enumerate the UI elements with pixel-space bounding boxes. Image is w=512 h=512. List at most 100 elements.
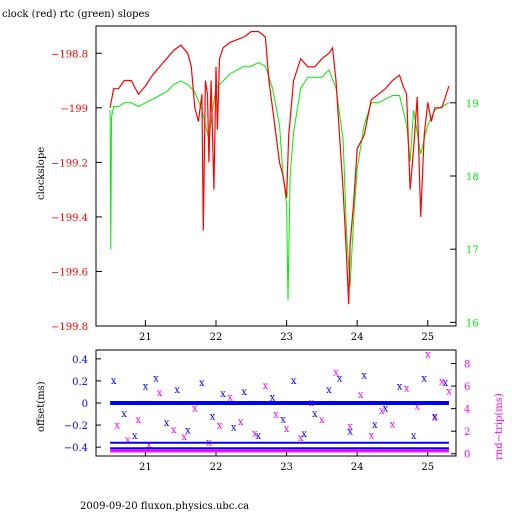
offset-point: x	[291, 376, 297, 387]
offset-point: x	[199, 378, 205, 389]
rndtrip-point: x	[358, 390, 364, 401]
offset-point: x	[241, 387, 247, 398]
x-tick-label: 24	[351, 462, 364, 473]
offset-point: x	[174, 385, 180, 396]
rndtrip-point: x	[298, 433, 304, 444]
rndtrip-point: x	[368, 431, 374, 442]
slopes-plot-frame	[95, 25, 457, 327]
rndtrip-point: x	[390, 419, 396, 430]
offset-point: x	[383, 404, 389, 415]
rndtrip-point: x	[157, 388, 163, 399]
chart-title: clock (red) rtc (green) slopes	[2, 9, 150, 20]
rndtrip-point: x	[125, 435, 131, 446]
x-tick-label: 21	[139, 462, 152, 473]
offset-y-axis-label: offset(ms)	[36, 381, 47, 432]
rndtrip-point: x	[446, 387, 452, 398]
rndtrip-point: x	[114, 421, 120, 432]
y2-tick-label: 2	[464, 427, 470, 438]
y-tick-label: −198.8	[51, 49, 88, 60]
y2-tick-label: 6	[464, 382, 470, 393]
offset-point: x	[143, 381, 149, 392]
y2-tick-label: 8	[464, 360, 470, 371]
x-tick-label: 25	[421, 462, 434, 473]
x-tick-label: 24	[351, 332, 364, 343]
y-tick-label: −199.2	[51, 158, 88, 169]
rndtrip-point: x	[347, 422, 353, 433]
footer-host-date: 2009-09-20 fluxon.physics.ubc.ca	[80, 501, 249, 512]
rndtrip-point: x	[238, 417, 244, 428]
offset-point: x	[411, 431, 417, 442]
rndtrip-point: x	[439, 377, 445, 388]
rndtrip-point: x	[414, 401, 420, 412]
rndtrip-point: x	[379, 406, 385, 417]
rndtrip-point: x	[181, 432, 187, 443]
rndtrip-point: x	[404, 383, 410, 394]
rndtrip-point: x	[146, 440, 152, 451]
y-tick-label: −199.6	[51, 267, 88, 278]
y-tick-label: 0.2	[72, 377, 88, 388]
offset-point: x	[153, 374, 159, 385]
rndtrip-point: x	[273, 409, 279, 420]
offset-point: x	[280, 415, 286, 426]
offset-point: x	[312, 409, 318, 420]
y-tick-label: 0.4	[72, 355, 88, 366]
offset-point: x	[210, 411, 216, 422]
x-tick-label: 25	[421, 332, 434, 343]
rndtrip-point: x	[136, 415, 142, 426]
x-tick-label: 22	[210, 462, 223, 473]
y-tick-label: −199	[61, 104, 88, 115]
y2-tick-label: 19	[466, 99, 479, 110]
rndtrip-point: x	[284, 424, 290, 435]
clock-series	[109, 30, 450, 305]
offset-point: x	[443, 378, 449, 389]
offset-point: x	[347, 427, 353, 438]
offset-point: x	[372, 420, 378, 431]
y-tick-label: −0.2	[64, 421, 88, 432]
rndtrip-y-axis-label: rnd−trip(ms)	[494, 393, 505, 460]
rtc-line	[109, 62, 450, 301]
y2-tick-label: 4	[464, 405, 470, 416]
y-tick-label: 0	[82, 399, 88, 410]
offset-point: x	[432, 411, 438, 422]
slopes-y-axis-label: clockslope	[36, 147, 47, 200]
slopes-axes: 21 22 23 24 25 −198.8 −199 −199.2 −199.4 −199.6 −1…	[51, 49, 479, 343]
rndtrip-point: x	[171, 425, 177, 436]
rndtrip-point: x	[425, 350, 431, 361]
y-tick-label: −199.4	[51, 213, 88, 224]
rndtrip-point: x	[192, 404, 198, 415]
y2-tick-label: 18	[466, 172, 479, 183]
offset-point: x	[326, 385, 332, 396]
offset-point: x	[185, 426, 191, 437]
rndtrip-point: x	[333, 368, 339, 379]
rtc-series	[109, 62, 450, 301]
offset-point: x	[421, 374, 427, 385]
rndtrip-point: x	[227, 392, 233, 403]
y2-tick-label: 17	[466, 245, 479, 256]
offset-point: x	[337, 374, 343, 385]
y2-tick-label: 16	[466, 318, 479, 329]
x-tick-label: 23	[280, 462, 293, 473]
rndtrip-point: x	[263, 381, 269, 392]
offset-point: x	[111, 376, 117, 387]
offset-point: x	[220, 389, 226, 400]
offset-point: x	[361, 370, 367, 381]
offset-point: x	[121, 409, 127, 420]
offset-point: x	[132, 431, 138, 442]
offset-point: x	[164, 418, 170, 429]
y2-tick-label: 0	[464, 450, 470, 461]
rndtrip-point: x	[217, 421, 223, 432]
y-tick-label: −199.8	[51, 322, 88, 333]
y-tick-label: −0.4	[64, 443, 88, 454]
clock-line	[109, 30, 450, 305]
rndtrip-point: x	[319, 415, 325, 426]
rndtrip-point: x	[432, 413, 438, 424]
offset-point: x	[397, 381, 403, 392]
x-tick-label: 21	[139, 332, 152, 343]
rndtrip-point: x	[252, 428, 258, 439]
x-tick-label: 23	[280, 332, 293, 343]
offset-point: x	[231, 422, 237, 433]
